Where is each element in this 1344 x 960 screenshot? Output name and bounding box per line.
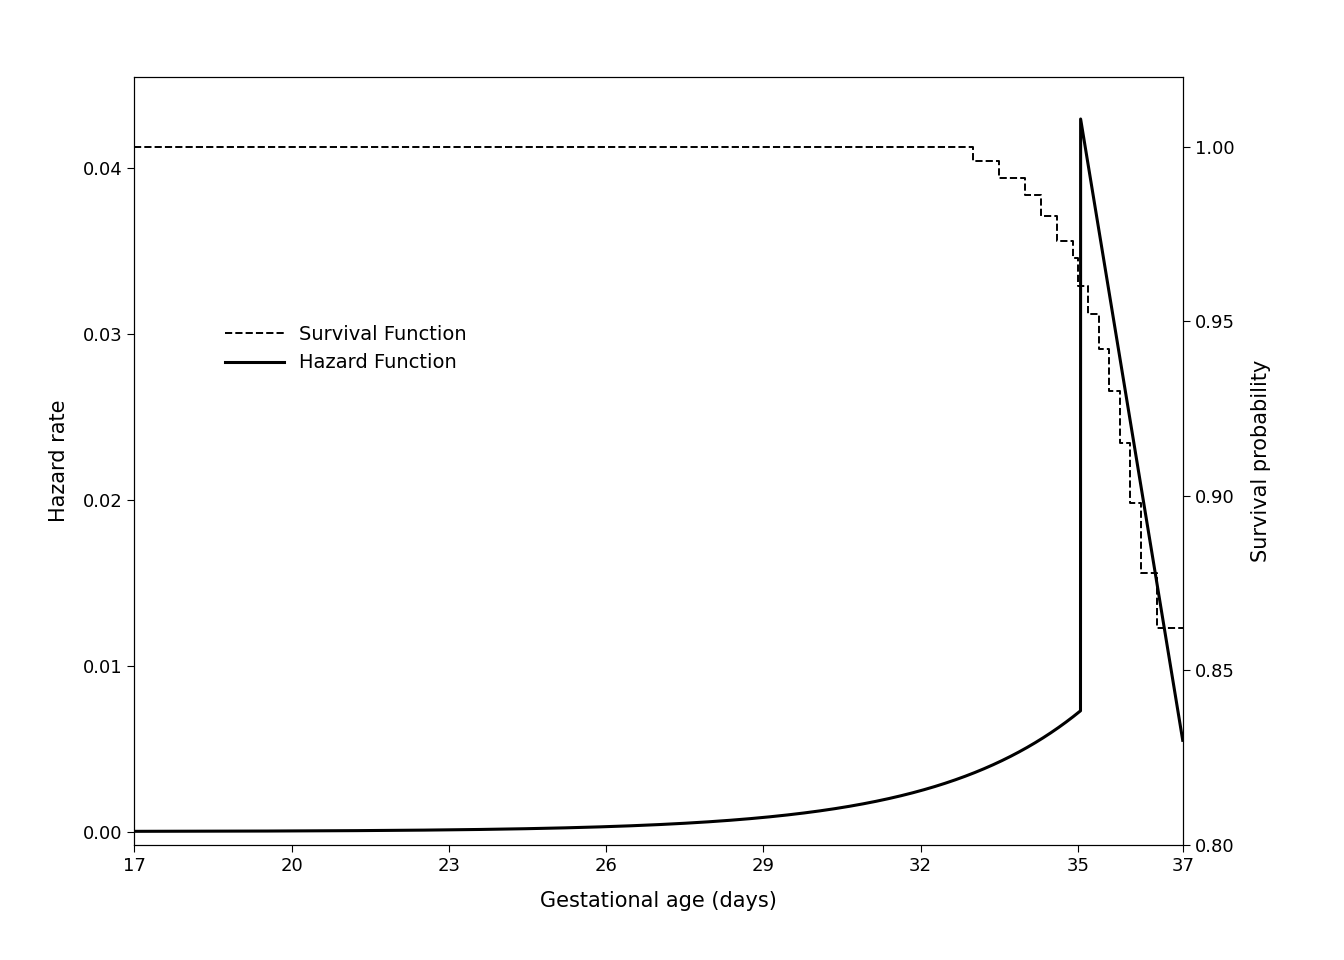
Survival Function (1148, 623, 1164, 635)
Survival Function (1175, 623, 1191, 635)
Hazard Function (960, 770, 976, 781)
Survival Function (1081, 308, 1097, 320)
Hazard Function (747, 812, 763, 824)
Survival Function (1064, 235, 1081, 247)
Survival Function (965, 141, 981, 153)
Survival Function (1070, 280, 1086, 292)
Survival Function (1064, 252, 1081, 264)
Survival Function (1034, 210, 1050, 222)
Line: Survival Function: Survival Function (134, 147, 1183, 629)
Hazard Function (505, 823, 521, 834)
Survival Function (1111, 438, 1128, 449)
Survival Function (1017, 190, 1034, 202)
Survival Function (1111, 385, 1128, 396)
Survival Function (991, 172, 1007, 183)
Survival Function (1091, 308, 1107, 320)
Survival Function (1048, 210, 1064, 222)
Hazard Function (1175, 734, 1191, 746)
Y-axis label: Hazard rate: Hazard rate (48, 399, 69, 522)
Hazard Function (179, 826, 195, 837)
Survival Function (1148, 566, 1164, 578)
Survival Function (1101, 385, 1117, 396)
Hazard Function (1073, 113, 1089, 125)
Survival Function (1122, 497, 1138, 509)
Survival Function (1133, 497, 1149, 509)
Hazard Function (793, 807, 809, 819)
Legend: Survival Function, Hazard Function: Survival Function, Hazard Function (218, 317, 474, 380)
Survival Function (1122, 438, 1138, 449)
X-axis label: Gestational age (days): Gestational age (days) (540, 891, 777, 911)
Y-axis label: Survival probability: Survival probability (1251, 360, 1271, 562)
Survival Function (1081, 280, 1097, 292)
Survival Function (1091, 344, 1107, 355)
Survival Function (126, 141, 142, 153)
Survival Function (1101, 344, 1117, 355)
Hazard Function (126, 826, 142, 837)
Survival Function (1070, 252, 1086, 264)
Hazard Function (903, 787, 919, 799)
Survival Function (1133, 566, 1149, 578)
Line: Hazard Function: Hazard Function (134, 119, 1183, 831)
Survival Function (1034, 190, 1050, 202)
Survival Function (991, 155, 1007, 166)
Survival Function (1017, 172, 1034, 183)
Survival Function (1048, 235, 1064, 247)
Survival Function (965, 155, 981, 166)
